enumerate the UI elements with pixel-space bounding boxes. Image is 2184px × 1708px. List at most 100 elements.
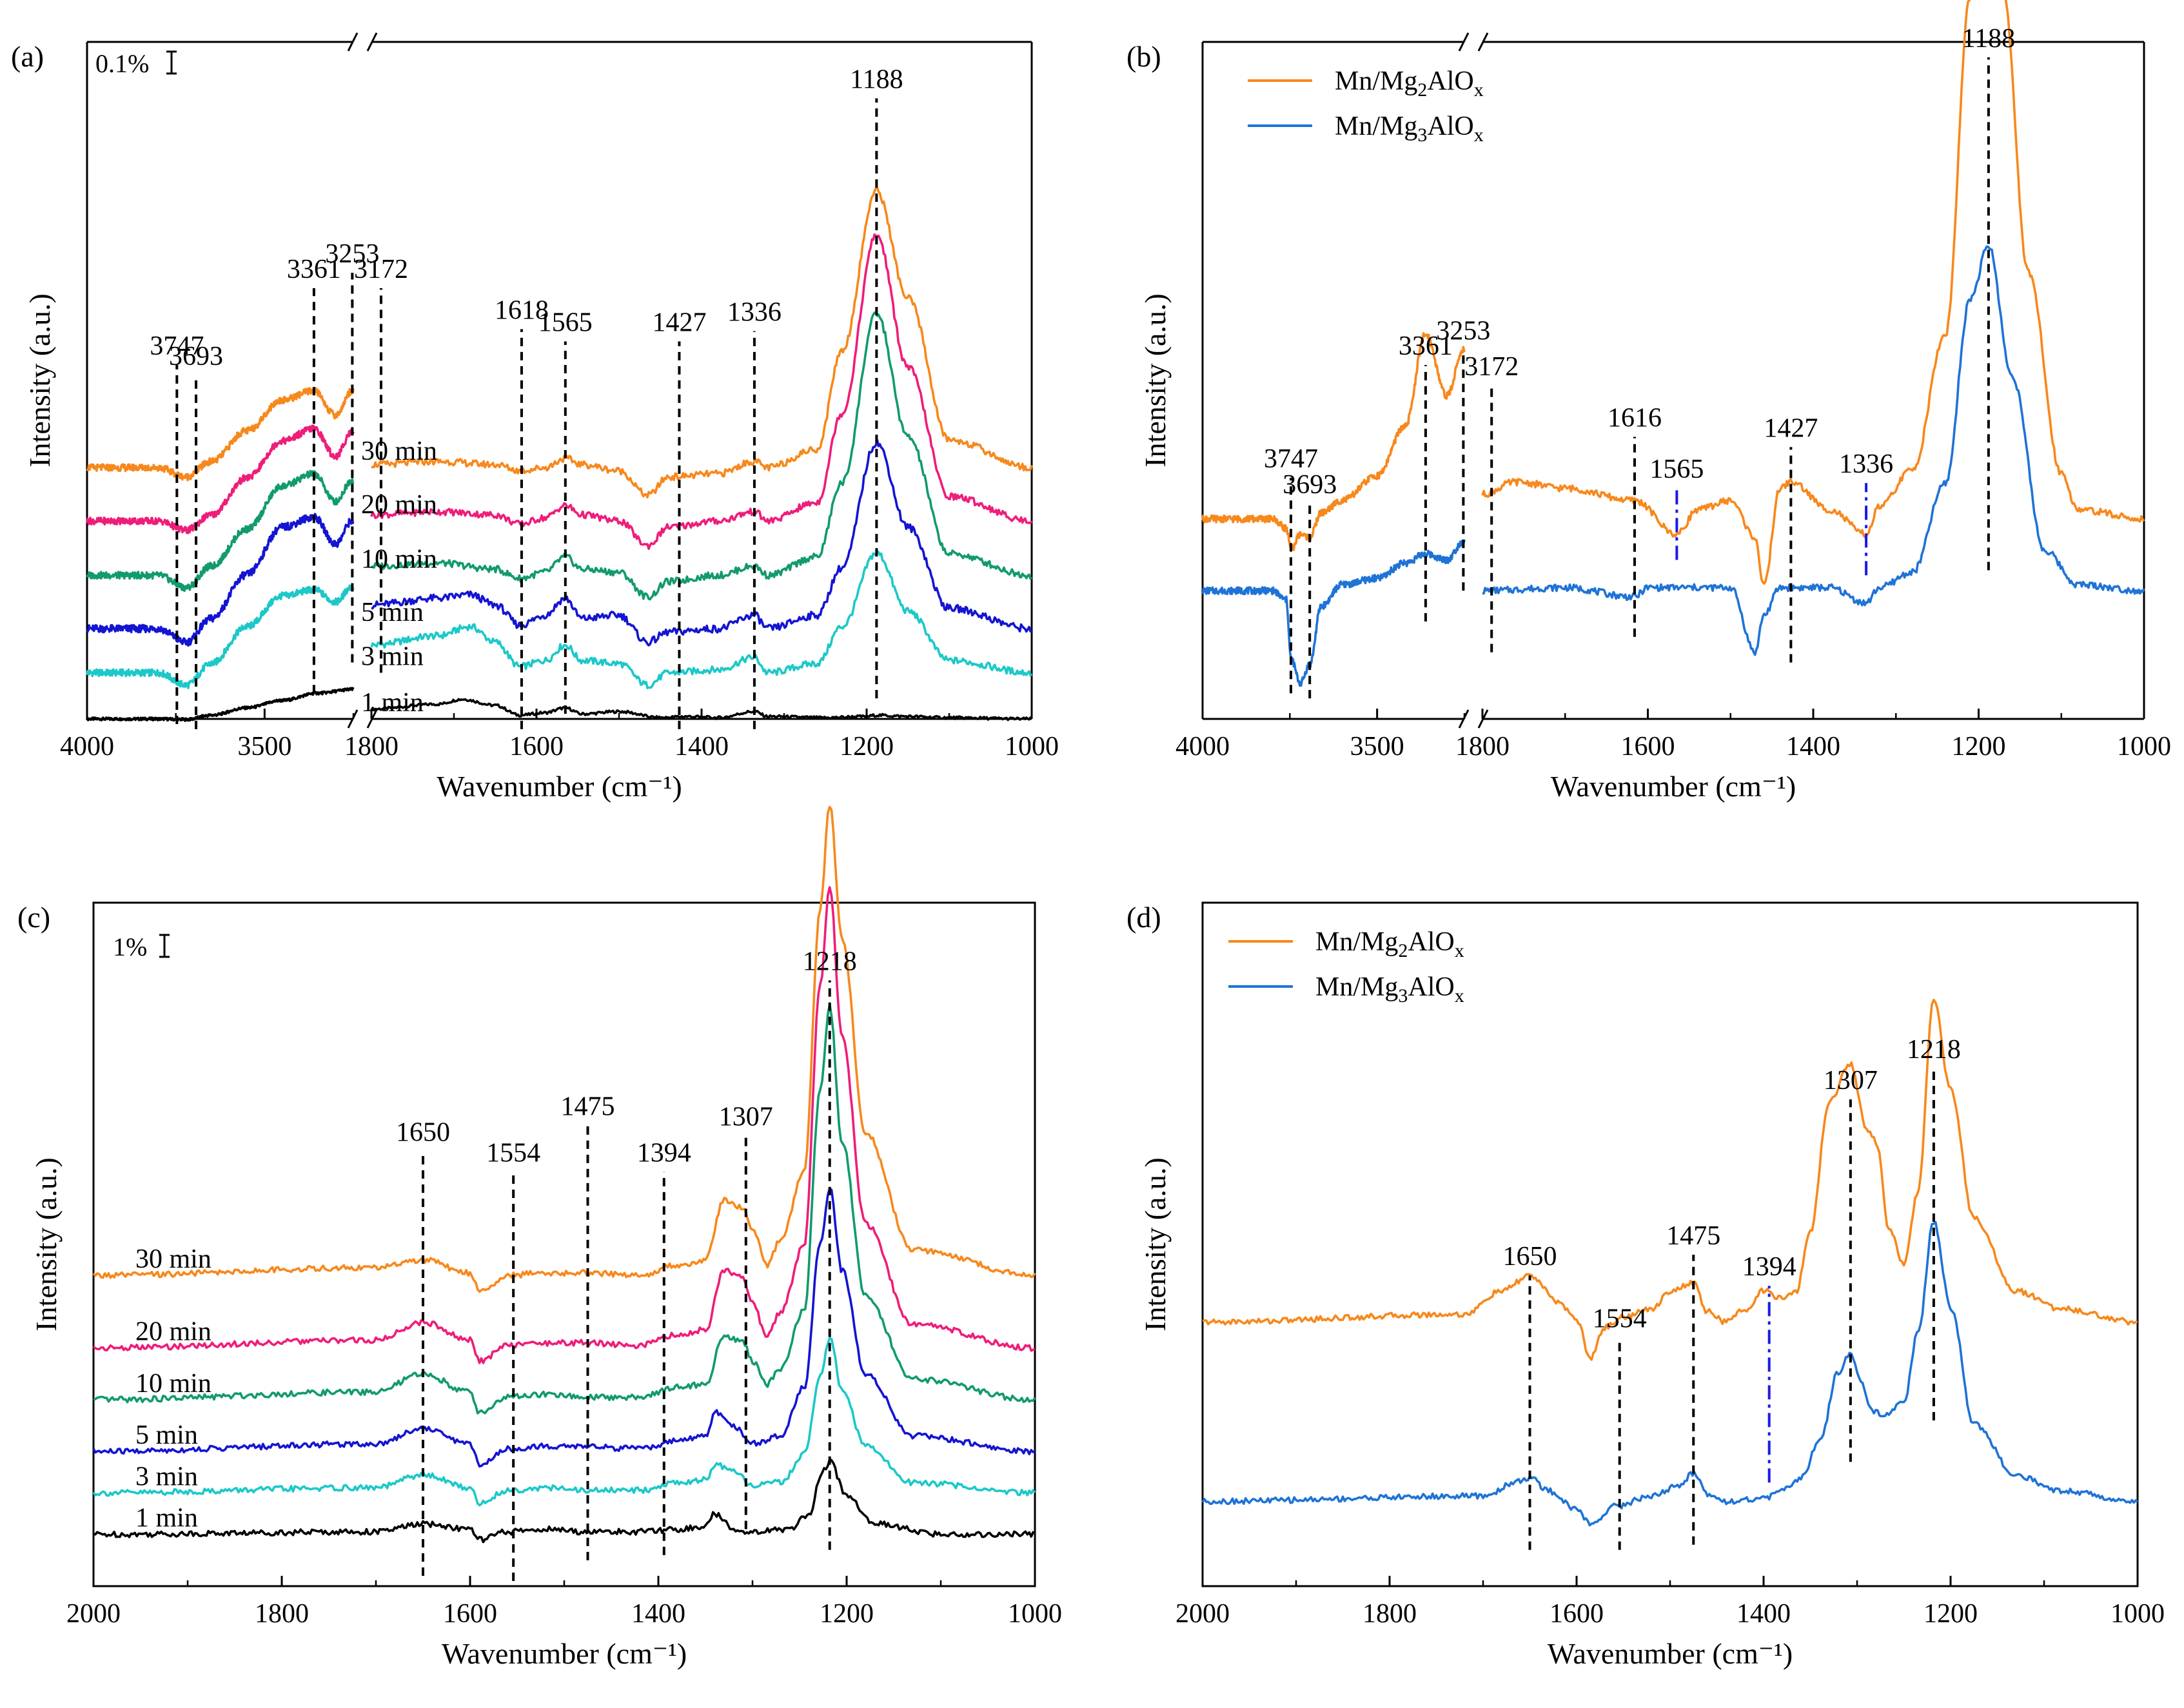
series-line-0 [86, 687, 1033, 722]
x-tick-label: 1400 [631, 1599, 685, 1629]
peak-label: 1394 [637, 1139, 691, 1168]
peak-label: 1218 [1907, 1035, 1961, 1065]
peak-label: 1336 [1839, 449, 1893, 479]
peak-label: 3361 [287, 255, 341, 284]
legend-label: Mn/Mg3AlOx [1315, 972, 1464, 1006]
x-tick-label: 4000 [60, 732, 114, 761]
axis-break-mark [366, 32, 378, 52]
series-line-5 [92, 805, 1036, 1293]
series-line-4 [92, 886, 1036, 1364]
series-line-3 [93, 1003, 1036, 1415]
panel-d: 2000 1800 1600 1400 1200 1000 Wavenumber (cm⁻¹… [1126, 901, 2165, 1670]
peak-label: 1565 [538, 308, 593, 338]
series-label: 3 min [361, 642, 424, 671]
x-tick-label: 1400 [1736, 1599, 1791, 1629]
x-tick-label: 1800 [255, 1599, 309, 1629]
x-tick-label: 1000 [2117, 732, 2171, 761]
peak-label: 1188 [1962, 24, 2015, 54]
series-line-0 [1202, 245, 2145, 687]
series-label: 30 min [135, 1244, 212, 1274]
legend-label: Mn/Mg3AlOx [1335, 112, 1484, 146]
legend-subscript: 3 [1417, 124, 1427, 146]
legend-text: Mn/Mg [1315, 927, 1398, 957]
series-line-3 [86, 311, 1033, 601]
x-tick-label: 3500 [1350, 732, 1404, 761]
series-line-0 [1202, 999, 2138, 1361]
peak-label: 1307 [1824, 1066, 1878, 1095]
peak-label: 3253 [1436, 316, 1490, 346]
plot-frame [92, 901, 1036, 1587]
panel-label: (a) [11, 40, 44, 73]
peak-label: 3693 [1283, 470, 1337, 500]
x-tick-label: 1600 [443, 1599, 497, 1629]
legend-text: AlO [1427, 112, 1473, 141]
x-tick-label: 1400 [1786, 732, 1840, 761]
x-axis-label: Wavenumber (cm⁻¹) [1548, 1637, 1793, 1670]
series-line-1 [86, 549, 1033, 689]
peak-label: 1336 [727, 298, 782, 328]
peak-label: 1616 [1608, 404, 1662, 433]
panel-label: (d) [1126, 901, 1161, 934]
peak-label: 1188 [850, 65, 903, 95]
x-tick-label: 1600 [1549, 1599, 1604, 1629]
x-axis-label: Wavenumber (cm⁻¹) [437, 770, 682, 803]
x-tick-label: 1800 [1455, 732, 1510, 761]
series-label: 3 min [135, 1462, 198, 1491]
y-axis-label: Intensity (a.u.) [1139, 1157, 1172, 1331]
peak-label: 1554 [486, 1139, 540, 1168]
peak-label: 1394 [1742, 1252, 1796, 1282]
legend-text: Mn/Mg [1315, 972, 1398, 1002]
peak-label: 1427 [1764, 413, 1818, 443]
series-label: 5 min [361, 598, 424, 627]
peak-label: 1218 [803, 947, 857, 976]
legend-text: Mn/Mg [1335, 66, 1417, 96]
peak-label: 3253 [325, 239, 379, 269]
peak-label: 1554 [1593, 1304, 1647, 1334]
series-label: 10 min [361, 544, 437, 574]
series-line-0 [93, 1458, 1036, 1544]
legend-label: Mn/Mg2AlOx [1335, 66, 1484, 101]
legend-text: AlO [1408, 927, 1454, 957]
peak-label: 3172 [1464, 352, 1519, 382]
x-tick-label: 1600 [509, 732, 564, 761]
series-label: 1 min [135, 1504, 198, 1533]
peak-label: 1618 [495, 295, 549, 325]
x-tick-label: 1200 [840, 732, 894, 761]
series-label: 20 min [361, 490, 437, 520]
legend-subscript: x [1455, 940, 1464, 961]
peak-label: 3361 [1399, 331, 1453, 361]
y-axis-label: Intensity (a.u.) [1139, 293, 1172, 467]
legend-subscript: x [1455, 985, 1464, 1006]
panel-label: (b) [1126, 40, 1161, 73]
legend-subscript: 2 [1417, 79, 1427, 101]
x-tick-label: 1600 [1621, 732, 1675, 761]
legend-subscript: x [1474, 79, 1484, 101]
peak-label: 3172 [354, 255, 408, 284]
y-axis-label: Intensity (a.u.) [23, 293, 56, 467]
x-tick-label: 1800 [1363, 1599, 1417, 1629]
peak-label: 3747 [1264, 444, 1318, 474]
x-tick-label: 2000 [1176, 1599, 1230, 1629]
scale-bar-label: 0.1% [95, 49, 149, 78]
x-tick-label: 2000 [66, 1599, 121, 1629]
legend-label: Mn/Mg2AlOx [1315, 927, 1464, 961]
legend-text: AlO [1427, 66, 1473, 96]
legend-text: AlO [1408, 972, 1454, 1002]
series-line-2 [92, 1187, 1036, 1468]
axis-break-mark [347, 32, 359, 52]
x-tick-label: 1800 [344, 732, 398, 761]
legend-text: Mn/Mg [1335, 112, 1417, 141]
legend-subscript: 3 [1398, 985, 1408, 1006]
x-tick-label: 3500 [237, 732, 291, 761]
peak-label: 1307 [719, 1102, 773, 1132]
x-tick-label: 1200 [1952, 732, 2006, 761]
legend-subscript: x [1474, 124, 1484, 146]
series-line-5 [86, 186, 1033, 498]
peak-label: 3747 [150, 331, 204, 361]
panel-b: 4000 3500 1800 1600 1400 1200 1000 Wavenumber (… [1126, 0, 2171, 803]
peak-label: 1427 [652, 308, 706, 338]
series-line-1 [92, 1337, 1036, 1507]
axis-break-mark [1458, 32, 1470, 52]
x-tick-label: 1200 [1923, 1599, 1978, 1629]
